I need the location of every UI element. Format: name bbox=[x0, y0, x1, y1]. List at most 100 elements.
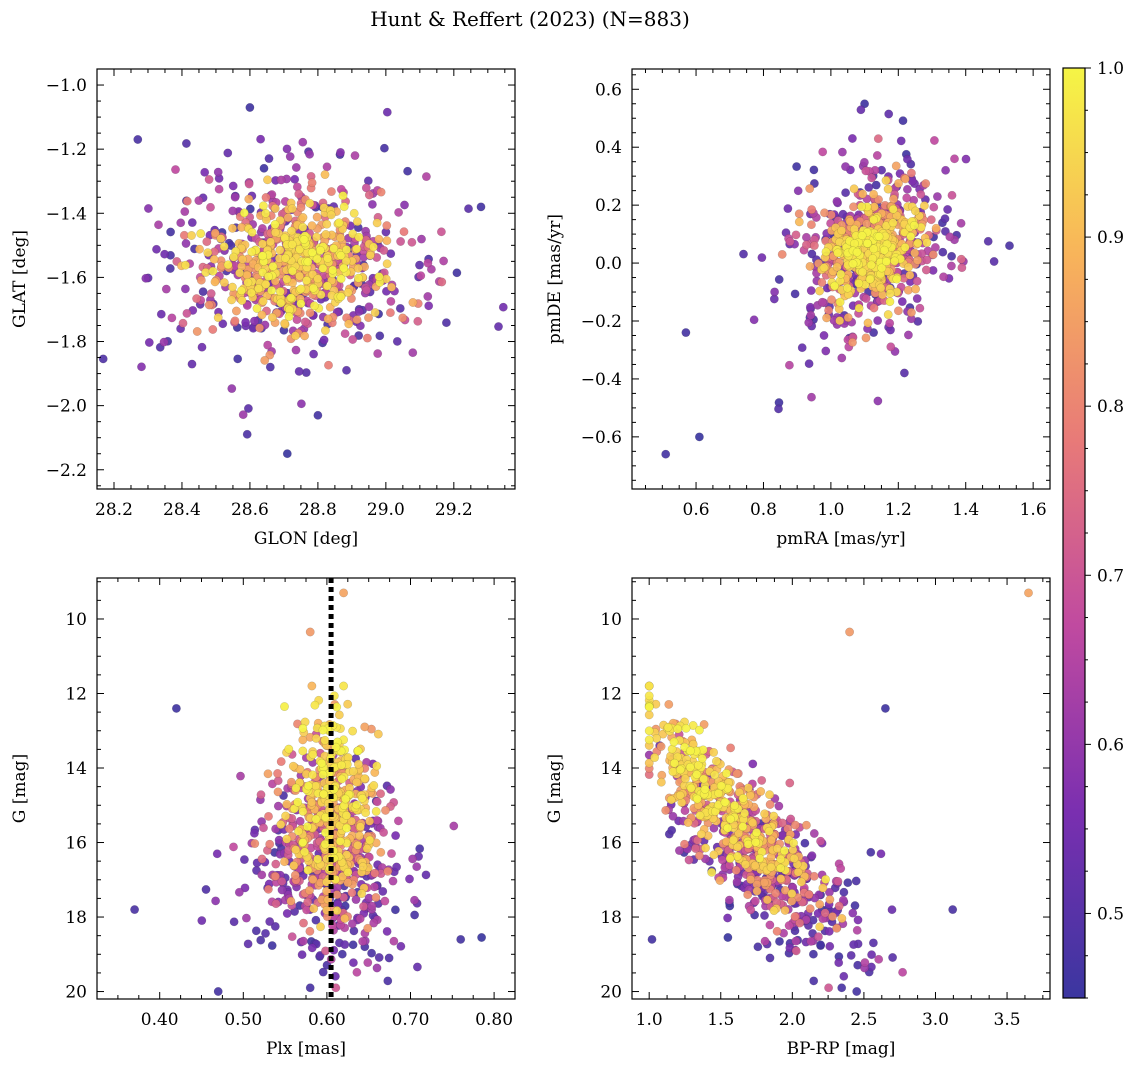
data-point bbox=[245, 103, 255, 112]
data-point bbox=[98, 354, 108, 364]
data-point bbox=[368, 242, 378, 252]
data-point bbox=[386, 785, 395, 794]
data-point bbox=[369, 781, 379, 790]
data-point bbox=[730, 801, 740, 810]
data-point bbox=[684, 855, 694, 865]
data-point bbox=[133, 135, 143, 144]
y-axis-label: pmDE [mas/yr] bbox=[545, 214, 565, 344]
data-point bbox=[258, 296, 268, 306]
colorbar-tick-label: 0.6 bbox=[1097, 735, 1124, 755]
data-point bbox=[412, 862, 422, 872]
data-point bbox=[339, 263, 349, 273]
data-point bbox=[372, 218, 382, 228]
x-tick-label: 2.5 bbox=[850, 1010, 877, 1030]
data-point bbox=[251, 926, 261, 936]
data-point bbox=[652, 733, 662, 743]
data-point bbox=[424, 301, 434, 311]
data-point bbox=[721, 768, 731, 778]
data-point bbox=[413, 316, 423, 326]
data-point bbox=[808, 949, 818, 959]
panel-top-right: 0.6 0.8 1.0 1.2 1.4 1.6 −0.6 −0.4 −0.2 0.0 0.2 0.4 0… bbox=[545, 68, 1051, 549]
data-point bbox=[801, 240, 811, 250]
data-point bbox=[392, 862, 402, 872]
data-point bbox=[206, 202, 215, 212]
data-point bbox=[298, 746, 308, 756]
y-tick-label: −1.6 bbox=[46, 268, 87, 288]
data-point bbox=[815, 899, 825, 909]
data-point bbox=[360, 774, 370, 784]
data-point bbox=[913, 238, 923, 248]
data-point bbox=[832, 923, 842, 933]
data-point bbox=[400, 200, 409, 210]
data-point bbox=[247, 227, 257, 237]
data-point bbox=[305, 198, 315, 208]
y-tick-label: 0.2 bbox=[595, 196, 622, 216]
data-point bbox=[257, 224, 267, 233]
data-point bbox=[277, 876, 287, 886]
data-point bbox=[850, 239, 859, 248]
data-point bbox=[206, 289, 216, 299]
data-point bbox=[834, 901, 844, 911]
data-point bbox=[335, 836, 345, 846]
data-point bbox=[386, 249, 396, 259]
data-point bbox=[421, 172, 431, 182]
data-point bbox=[342, 811, 352, 820]
data-point bbox=[320, 326, 330, 335]
data-point bbox=[319, 335, 329, 345]
data-point bbox=[686, 746, 695, 756]
data-point bbox=[210, 277, 220, 287]
data-point bbox=[209, 254, 219, 264]
data-point bbox=[680, 806, 690, 816]
data-point bbox=[372, 761, 382, 771]
data-point bbox=[791, 230, 801, 240]
data-point bbox=[152, 244, 161, 254]
x-tick-label: 1.0 bbox=[817, 500, 844, 520]
data-point bbox=[281, 811, 291, 821]
data-point bbox=[229, 917, 239, 927]
data-point bbox=[227, 384, 237, 394]
data-point bbox=[257, 854, 267, 864]
data-point bbox=[769, 811, 779, 821]
data-point bbox=[759, 878, 769, 888]
data-point bbox=[257, 870, 267, 880]
data-point bbox=[822, 313, 832, 323]
data-point bbox=[816, 836, 826, 846]
data-point bbox=[859, 157, 869, 167]
data-point bbox=[835, 297, 845, 307]
data-point bbox=[308, 770, 318, 780]
data-point bbox=[223, 260, 233, 270]
data-point bbox=[849, 184, 859, 194]
data-point bbox=[276, 757, 286, 767]
data-point bbox=[197, 916, 207, 926]
data-point bbox=[176, 218, 186, 228]
data-point bbox=[396, 237, 406, 246]
data-point bbox=[756, 787, 766, 796]
data-point bbox=[313, 854, 323, 864]
data-point bbox=[876, 283, 886, 293]
data-point bbox=[348, 335, 358, 344]
data-point bbox=[680, 839, 689, 849]
data-point bbox=[760, 809, 770, 819]
data-point bbox=[869, 215, 879, 225]
data-point bbox=[726, 743, 736, 753]
data-point bbox=[267, 941, 277, 951]
data-point bbox=[947, 190, 957, 200]
data-point bbox=[270, 228, 280, 237]
data-point bbox=[353, 746, 363, 756]
data-point bbox=[195, 244, 204, 254]
data-point bbox=[229, 252, 239, 262]
data-point bbox=[252, 304, 262, 313]
data-point bbox=[776, 863, 786, 873]
data-point bbox=[228, 206, 238, 216]
x-tick-label: 1.5 bbox=[707, 1010, 734, 1030]
data-point bbox=[819, 263, 829, 273]
data-point bbox=[249, 828, 259, 838]
data-point bbox=[912, 294, 922, 304]
data-point bbox=[352, 244, 362, 254]
data-point bbox=[316, 922, 325, 932]
data-point bbox=[725, 854, 735, 864]
data-point bbox=[318, 967, 328, 977]
data-point bbox=[785, 237, 795, 247]
data-point bbox=[839, 971, 849, 981]
data-point bbox=[399, 227, 409, 237]
